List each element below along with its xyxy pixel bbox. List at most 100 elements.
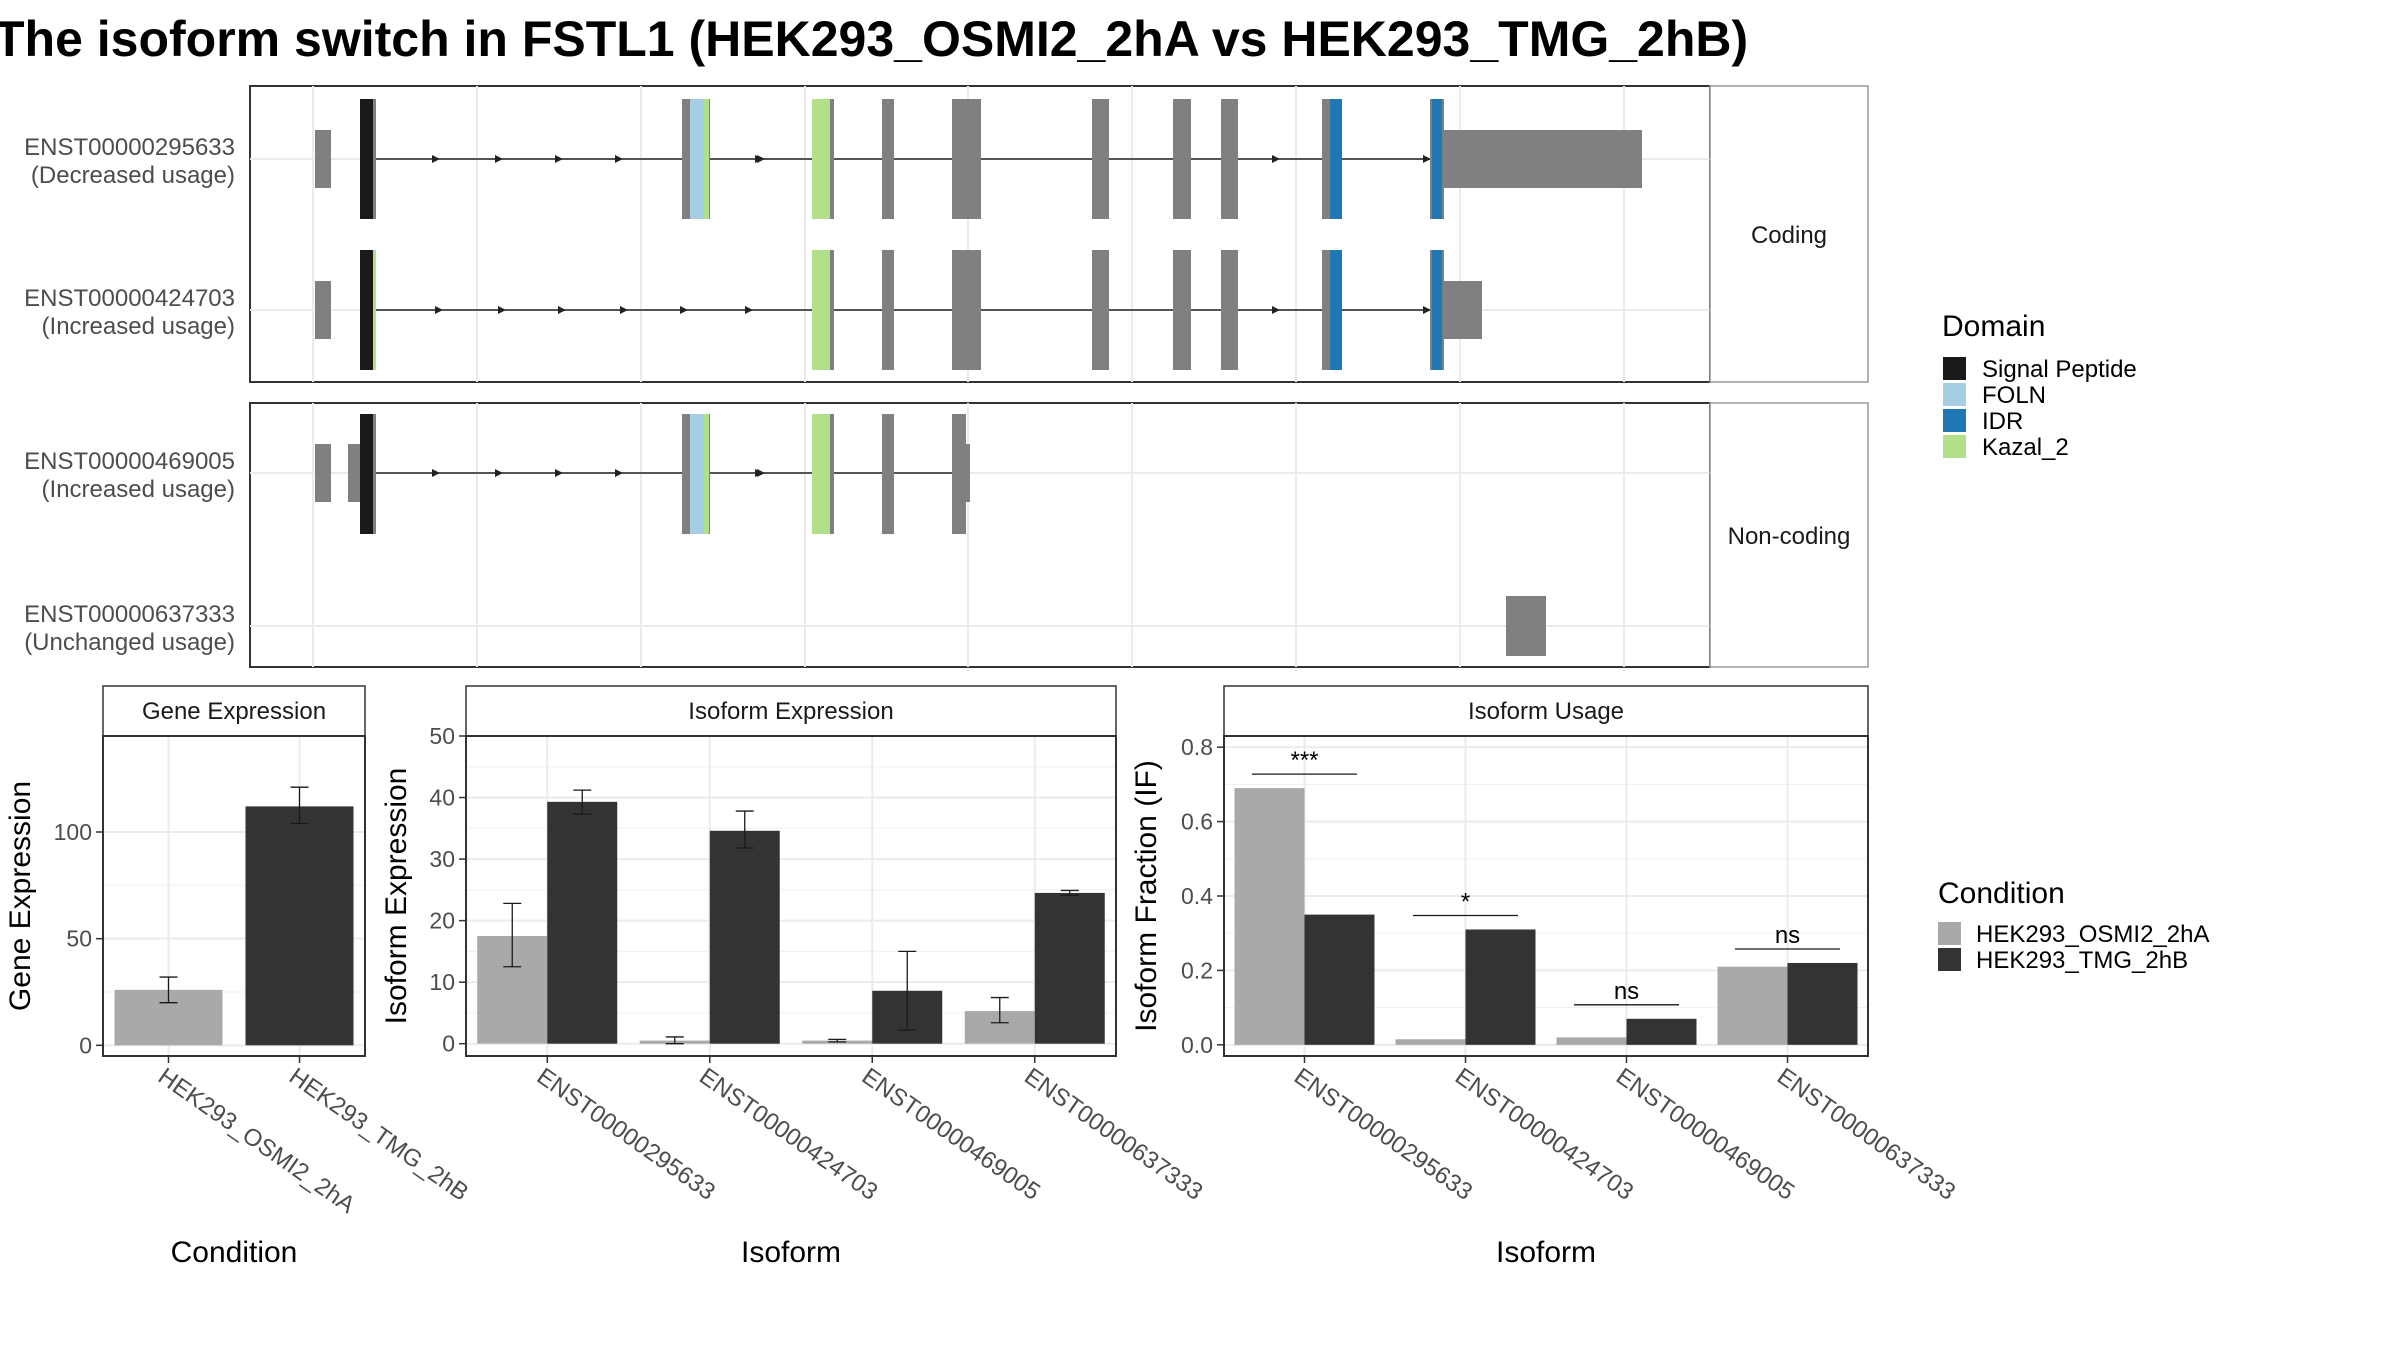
y-tick-label: 0.0 <box>1181 1032 1213 1058</box>
legend-item-foln: FOLN <box>1943 382 2046 409</box>
x-tick-label: ENST00000295633 <box>1289 1063 1477 1206</box>
legend-swatch <box>1943 383 1966 406</box>
exon <box>1092 99 1109 219</box>
exon <box>1092 250 1109 370</box>
bar <box>1717 966 1788 1045</box>
domain-foln <box>690 99 704 219</box>
legend-item-idr: IDR <box>1943 408 2023 435</box>
exon <box>1506 596 1546 656</box>
transcript-label-4-usage: (Unchanged usage) <box>24 629 235 656</box>
transcript-label-1-usage: (Decreased usage) <box>31 162 235 189</box>
transcript-structure-plot: Coding Non-coding ENST00000295633 (Decre… <box>24 85 1869 668</box>
bar <box>1034 892 1105 1044</box>
domain-signal-peptide <box>360 99 373 219</box>
bar <box>1465 929 1536 1045</box>
x-tick-label: ENST00000424703 <box>1450 1063 1638 1206</box>
bar <box>1787 962 1858 1045</box>
legend-item-cond1: HEK293_OSMI2_2hA <box>1938 921 2209 948</box>
domain-kazal-2 <box>704 99 709 219</box>
domain-idr <box>1432 250 1442 370</box>
legend-swatch <box>1938 948 1961 971</box>
exon-utr <box>1444 130 1642 188</box>
domain-idr <box>1330 250 1342 370</box>
x-tick-label: ENST00000469005 <box>1611 1063 1799 1206</box>
x-tick-label: ENST00000637333 <box>1772 1063 1960 1206</box>
bar <box>1234 788 1305 1045</box>
exon <box>882 99 894 219</box>
significance-label: ns <box>1614 978 1639 1005</box>
y-tick-label: 100 <box>54 819 92 845</box>
x-axis-title: Isoform <box>1496 1236 1596 1269</box>
figure-title: The isoform switch in FSTL1 (HEK293_OSMI… <box>0 11 1748 67</box>
bar <box>709 830 780 1044</box>
noncoding-strip-label: Non-coding <box>1728 523 1851 550</box>
condition-legend: Condition HEK293_OSMI2_2hA HEK293_TMG_2h… <box>1938 877 2209 974</box>
exon <box>952 250 981 370</box>
exon <box>1221 99 1238 219</box>
transcript-label-4-id: ENST00000637333 <box>24 601 235 628</box>
exon-utr <box>1444 281 1482 339</box>
transcript-label-2-usage: (Increased usage) <box>42 313 235 340</box>
x-tick-label: ENST00000424703 <box>694 1063 882 1206</box>
legend-label: Kazal_2 <box>1982 434 2069 461</box>
domain-signal-peptide <box>360 250 373 370</box>
coding-strip-label: Coding <box>1751 222 1827 249</box>
legend-label: HEK293_OSMI2_2hA <box>1976 921 2209 948</box>
domain-kazal-2 <box>812 99 830 219</box>
bar <box>1626 1018 1697 1045</box>
legend-label: HEK293_TMG_2hB <box>1976 947 2188 974</box>
legend-item-cond2: HEK293_TMG_2hB <box>1938 947 2188 974</box>
facet-strip <box>465 685 1117 737</box>
y-tick-label: 20 <box>429 908 455 934</box>
domain-idr <box>1432 99 1442 219</box>
bar <box>547 801 618 1044</box>
exon <box>882 414 894 534</box>
x-axis-title: Condition <box>171 1236 298 1269</box>
exon <box>348 444 362 502</box>
transcript-label-3-usage: (Increased usage) <box>42 476 235 503</box>
legend-swatch <box>1943 357 1966 380</box>
panel-title: Gene Expression <box>142 698 326 725</box>
x-tick-label: ENST00000637333 <box>1019 1063 1207 1206</box>
y-tick-label: 0.4 <box>1181 883 1213 909</box>
y-axis-title: Gene Expression <box>4 781 37 1011</box>
bar <box>245 806 354 1046</box>
panel-border <box>465 735 1117 1057</box>
domain-kazal-2 <box>704 414 709 534</box>
intron-arrows <box>432 469 765 477</box>
y-tick-label: 40 <box>429 785 455 811</box>
x-tick-label: ENST00000469005 <box>857 1063 1045 1206</box>
domain-kazal-2 <box>373 250 376 370</box>
exon <box>882 250 894 370</box>
condition-legend-title: Condition <box>1938 877 2065 910</box>
noncoding-strip <box>1709 402 1869 668</box>
legend-item-kazal-2: Kazal_2 <box>1943 434 2069 461</box>
y-axis-title: Isoform Expression <box>380 768 413 1025</box>
exon <box>1221 250 1238 370</box>
legend-label: FOLN <box>1982 382 2046 409</box>
domain-kazal-2 <box>812 414 830 534</box>
domain-legend: Domain Signal Peptide FOLN IDR Kazal_2 <box>1942 310 2137 461</box>
intron-arrows <box>435 306 1431 314</box>
transcript-ENST00000424703 <box>315 250 1482 370</box>
exon <box>962 444 970 502</box>
exon <box>315 281 331 339</box>
bar <box>1556 1037 1627 1045</box>
y-tick-label: 0 <box>442 1031 455 1057</box>
isoform-expression-chart: Isoform Expression 0 10 20 30 40 50 ENST0000029… <box>380 685 1208 1269</box>
exon <box>315 444 331 502</box>
exon <box>315 130 331 188</box>
transcript-label-3-id: ENST00000469005 <box>24 448 235 475</box>
x-axis-title: Isoform <box>741 1236 841 1269</box>
y-axis-title: Isoform Fraction (IF) <box>1130 760 1163 1032</box>
y-tick-label: 10 <box>429 969 455 995</box>
gene-expression-chart: Gene Expression050100HEK293_OSMI2_2hAHEK… <box>4 685 473 1269</box>
y-tick-label: 0.8 <box>1181 734 1213 760</box>
exon <box>1173 99 1191 219</box>
exon <box>1173 250 1191 370</box>
y-tick-label: 0.6 <box>1181 809 1213 835</box>
bar <box>1304 914 1375 1045</box>
legend-label: IDR <box>1982 408 2023 435</box>
y-tick-label: 0 <box>79 1032 92 1058</box>
panel-title: Isoform Expression <box>688 698 893 725</box>
